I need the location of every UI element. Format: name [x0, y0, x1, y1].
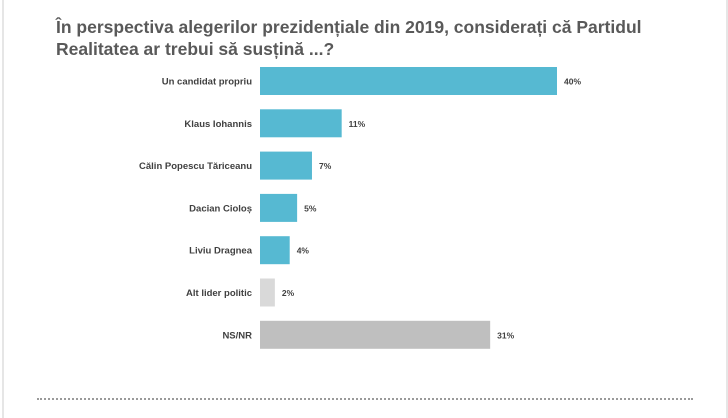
bar [260, 151, 312, 180]
bar [260, 320, 491, 349]
value-label: 4% [297, 246, 310, 256]
bar [260, 278, 275, 307]
category-label: Călin Popescu Tăriceanu [139, 161, 252, 172]
category-label: NS/NR [222, 330, 252, 341]
category-label: Liviu Dragnea [189, 246, 253, 257]
value-label: 40% [564, 77, 581, 87]
category-label: Un candidat propriu [162, 77, 252, 88]
value-label: 31% [497, 330, 514, 340]
bar [260, 109, 342, 138]
value-label: 2% [282, 288, 295, 298]
bar-chart: Un candidat propriu 40% Klaus Iohannis 11% C… [139, 67, 581, 349]
category-label: Dacian Cioloș [189, 203, 252, 214]
category-label: Klaus Iohannis [184, 119, 252, 130]
category-label: Alt lider politic [186, 288, 252, 299]
bar [260, 193, 298, 222]
bar [260, 67, 557, 95]
dotted-divider [37, 398, 693, 400]
chart-title: În perspectiva alegerilor prezidențiale … [56, 17, 642, 59]
value-label: 5% [304, 203, 317, 213]
value-label: 7% [319, 161, 332, 171]
value-label: 11% [349, 119, 366, 129]
bar [260, 236, 290, 265]
